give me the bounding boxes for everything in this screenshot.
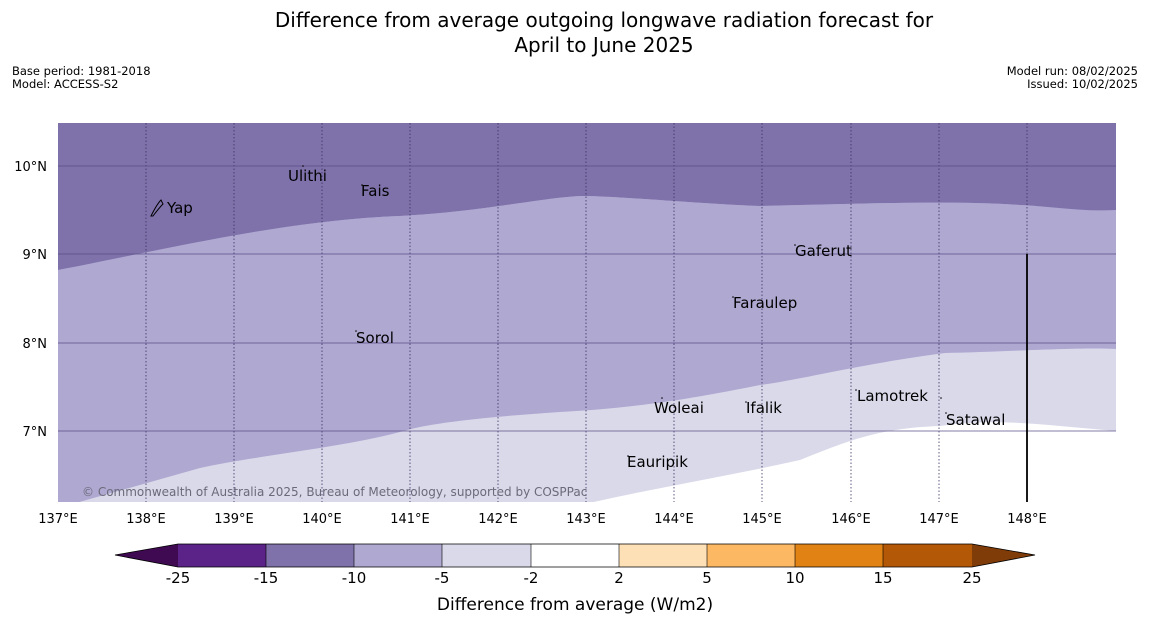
colorbar-label: Difference from average (W/m2) — [437, 595, 713, 615]
place-label-gaferut: Gaferut — [795, 242, 852, 260]
colorbar-segment-8 — [795, 544, 883, 567]
lon-label-138e: 138°E — [126, 512, 166, 527]
colorbar-segment-1 — [178, 544, 266, 567]
colorbar-segment-9 — [883, 544, 972, 567]
place-label-fais: Fais — [361, 182, 390, 200]
lat-label-10n: 10°N — [14, 160, 47, 175]
colorbar-outline — [114, 543, 1036, 568]
place-label-eauripik: Eauripik — [627, 453, 688, 471]
lon-label-145e: 145°E — [742, 512, 782, 527]
yap-island-icon — [150, 199, 164, 217]
lon-label-144e: 144°E — [654, 512, 694, 527]
lat-label-7n: 7°N — [23, 425, 48, 440]
meta-right: Model run: 08/02/2025 Issued: 10/02/2025 — [1007, 65, 1138, 91]
colorbar-tick-3: -10 — [342, 569, 367, 587]
place-label-faraulep: Faraulep — [733, 294, 797, 312]
colorbar-ticks: -25 -15 -10 -5 -2 2 5 10 15 25 — [166, 569, 982, 587]
colorbar-segment-5 — [531, 544, 619, 567]
band-minus10-minus5 — [58, 196, 1116, 502]
lon-label-137e: 137°E — [38, 512, 78, 527]
base-period-text: Base period: 1981-2018 — [12, 64, 151, 78]
band-minus15-minus10 — [58, 123, 1116, 270]
colorbar-tick-2: -15 — [254, 569, 279, 587]
colorbar-tick-4: -5 — [435, 569, 450, 587]
map-area: Yap Ulithi Fais Gaferut Faraulep Sorol L… — [58, 123, 1116, 502]
model-text: Model: ACCESS-S2 — [12, 77, 119, 91]
colorbar-segment-2 — [266, 544, 354, 567]
colorbar-tick-9: 15 — [873, 569, 892, 587]
copyright-text: © Commonwealth of Australia 2025, Bureau… — [82, 485, 587, 499]
lat-label-8n: 8°N — [23, 337, 48, 352]
colorbar-tick-6: 2 — [614, 569, 624, 587]
colorbar-tick-7: 5 — [702, 569, 712, 587]
place-label-yap: Yap — [166, 199, 193, 217]
lon-label-142e: 142°E — [478, 512, 518, 527]
place-labels: Yap Ulithi Fais Gaferut Faraulep Sorol L… — [166, 167, 1005, 471]
band-minus2-plus2 — [593, 422, 1116, 502]
colorbar-tick-1: -25 — [166, 569, 191, 587]
lon-label-147e: 147°E — [919, 512, 959, 527]
place-label-ifalik: Ifalik — [746, 399, 782, 417]
colorbar-tick-8: 10 — [785, 569, 804, 587]
lat-label-9n: 9°N — [23, 248, 48, 263]
colorbar-segment-6 — [619, 544, 707, 567]
lon-label-146e: 146°E — [831, 512, 871, 527]
island-dots — [302, 165, 947, 457]
lon-label-141e: 141°E — [390, 512, 430, 527]
model-run-text: Model run: 08/02/2025 — [1006, 64, 1138, 78]
map-title: Difference from average outgoing longwav… — [0, 8, 1150, 58]
colorbar-high-arrow — [972, 544, 1035, 567]
meta-left: Base period: 1981-2018 Model: ACCESS-S2 — [12, 65, 151, 91]
colorbar-segment-7 — [707, 544, 795, 567]
colorbar-tick-5: -2 — [524, 569, 539, 587]
lon-label-139e: 139°E — [214, 512, 254, 527]
issued-text: Issued: 10/02/2025 — [1027, 77, 1138, 91]
title-line-1: Difference from average outgoing longwav… — [274, 8, 934, 32]
title-line-2: April to June 2025 — [514, 33, 694, 57]
lon-label-148e: 148°E — [1007, 512, 1047, 527]
place-label-satawal: Satawal — [946, 411, 1005, 429]
place-label-woleai: Woleai — [654, 399, 704, 417]
colorbar-dividers — [265, 544, 884, 567]
colorbar: -25 -15 -10 -5 -2 2 5 10 15 25 Differenc… — [114, 543, 1036, 615]
lon-label-143e: 143°E — [566, 512, 606, 527]
colorbar-tick-10: 25 — [962, 569, 981, 587]
colorbar-low-arrow — [115, 544, 178, 567]
place-label-lamotrek: Lamotrek — [857, 387, 928, 405]
lat-axis-labels: 10°N 9°N 8°N 7°N — [14, 160, 47, 440]
lon-axis-labels: 137°E 138°E 139°E 140°E 141°E 142°E 143°… — [38, 512, 1047, 527]
place-label-ulithi: Ulithi — [288, 167, 327, 185]
lon-label-140e: 140°E — [302, 512, 342, 527]
colorbar-segment-3 — [354, 544, 442, 567]
place-label-sorol: Sorol — [356, 329, 394, 347]
latitude-lines — [58, 165, 1116, 432]
colorbar-segment-4 — [442, 544, 531, 567]
